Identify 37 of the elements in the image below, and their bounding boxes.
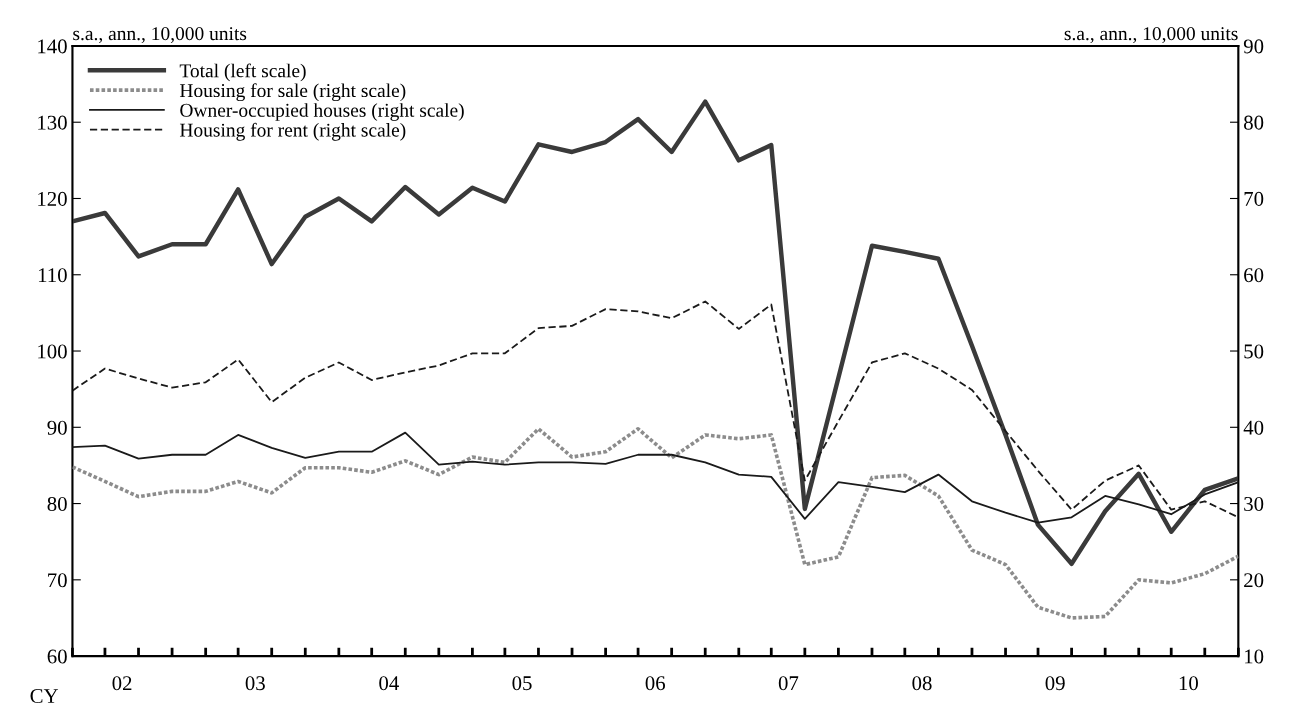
x-tick-label: 06	[645, 676, 666, 691]
x-tick-label: 07	[778, 676, 799, 691]
x-tick-label: 08	[912, 676, 932, 691]
y-tick-label: 60	[47, 649, 67, 664]
y2-axis-title: s.a., ann., 10,000 units	[1064, 27, 1238, 43]
text: CY	[30, 688, 59, 703]
y2-tick-label: 70	[1244, 191, 1264, 206]
legend-label: Total (left scale)	[179, 63, 306, 82]
y2-tick-label: 80	[1244, 115, 1264, 130]
y2-tick-label: 90	[1243, 39, 1264, 54]
line-series	[72, 99, 1239, 567]
x-tick-label: 03	[245, 676, 265, 691]
y-tick-label: 100	[38, 344, 67, 359]
y-tick-label: 80	[47, 496, 67, 511]
line-series	[72, 300, 1239, 519]
y-tick-label: 90	[47, 420, 67, 435]
x-tick-label: 10	[1179, 676, 1198, 691]
x-tick-label: 05	[512, 676, 532, 691]
y-tick-label: 140	[38, 39, 67, 54]
legend-label: Housing for sale (right scale)	[179, 83, 406, 102]
y2-tick-label: 10	[1245, 649, 1264, 664]
y-tick-label: 110	[38, 268, 67, 283]
line-series	[72, 427, 1239, 620]
y2-tick-label: 30	[1244, 496, 1264, 511]
y2-tick-label: 50	[1244, 344, 1264, 359]
legend-label: Owner-occupied houses (right scale)	[180, 103, 464, 121]
x-tick-label: 09	[1045, 676, 1065, 691]
y-axis-title: s.a., ann., 10,000 units	[73, 27, 247, 43]
y-tick-label: 130	[38, 115, 67, 130]
y2-tick-label: 20	[1244, 573, 1264, 588]
y-tick-label: 70	[48, 573, 67, 588]
x-tick-label: 02	[112, 676, 132, 691]
y-tick-label: 120	[38, 191, 67, 206]
legend-label: Housing for rent (right scale)	[179, 122, 406, 141]
x-tick-label: 04	[379, 676, 399, 691]
y2-tick-label: 40	[1243, 420, 1264, 435]
y2-tick-label: 60	[1244, 268, 1264, 283]
